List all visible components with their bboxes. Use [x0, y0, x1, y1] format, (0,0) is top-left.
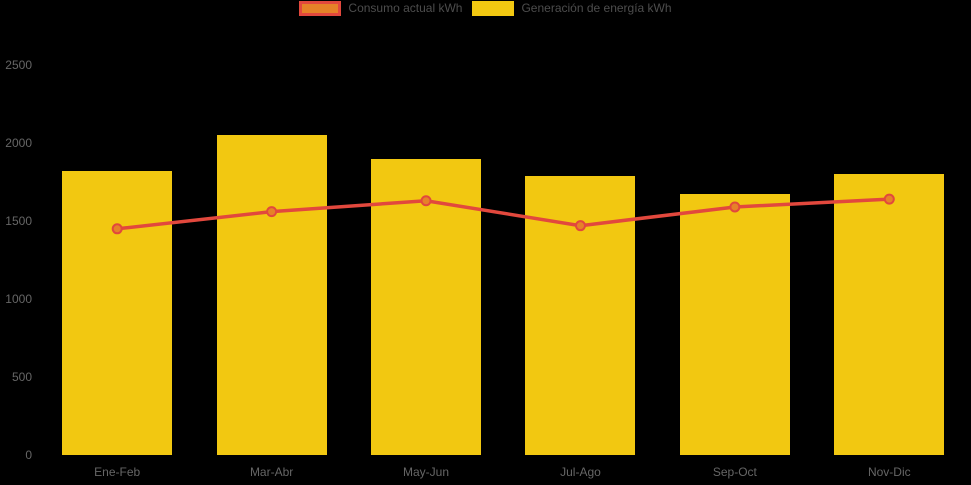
x-axis-tick-label: Nov-Dic	[867, 465, 911, 479]
x-axis-tick-label: Jul-Ago	[560, 465, 601, 479]
bar-Sep-Oct	[679, 194, 790, 455]
consumo-point-May-Jun	[420, 195, 432, 207]
y-axis-tick-label: 0	[25, 448, 32, 462]
y-axis-tick-label: 2500	[5, 58, 32, 72]
bar-Mar-Abr	[216, 135, 327, 455]
bar-Ene-Feb	[62, 171, 173, 455]
x-axis-tick-label: Ene-Feb	[94, 465, 141, 479]
x-axis-tick-label: Sep-Oct	[712, 465, 757, 479]
consumo-point-Jul-Ago	[574, 220, 586, 232]
legend: Consumo actual kWh Generación de energía…	[0, 0, 971, 16]
y-axis-tick-label: 1000	[5, 292, 32, 306]
y-axis-tick-label: 1500	[5, 214, 32, 228]
consumo-point-Ene-Feb	[111, 223, 123, 235]
consumo-point-Sep-Oct	[729, 201, 741, 213]
generacion-swatch-icon	[472, 0, 515, 16]
bar-Nov-Dic	[834, 174, 945, 455]
legend-item-generacion[interactable]: Generación de energía kWh	[472, 0, 672, 16]
legend-item-consumo[interactable]: Consumo actual kWh	[299, 0, 463, 16]
y-axis-tick-label: 500	[11, 370, 32, 384]
consumo-swatch-icon	[299, 0, 342, 16]
consumo-point-Mar-Abr	[266, 206, 278, 218]
x-axis-tick-label: Mar-Abr	[249, 465, 294, 479]
y-axis-tick-label: 2000	[5, 136, 32, 150]
consumo-line	[117, 197, 890, 231]
legend-label-consumo: Consumo actual kWh	[348, 0, 463, 15]
consumo-point-Nov-Dic	[883, 193, 895, 205]
legend-label-generacion: Generación de energía kWh	[521, 0, 672, 15]
x-axis-tick-label: May-Jun	[403, 465, 450, 479]
